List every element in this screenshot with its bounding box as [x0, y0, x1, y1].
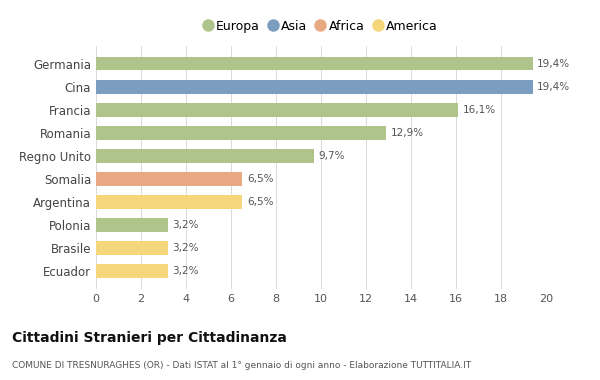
Bar: [96, 80, 533, 93]
Text: 19,4%: 19,4%: [537, 82, 570, 92]
Legend: Europa, Asia, Africa, America: Europa, Asia, Africa, America: [200, 15, 442, 38]
Text: 12,9%: 12,9%: [391, 128, 424, 138]
Text: 16,1%: 16,1%: [463, 105, 496, 115]
Bar: [96, 126, 386, 139]
Text: Cittadini Stranieri per Cittadinanza: Cittadini Stranieri per Cittadinanza: [12, 331, 287, 345]
Bar: [96, 195, 242, 209]
Text: 6,5%: 6,5%: [247, 197, 273, 207]
Bar: [96, 241, 168, 255]
Bar: [96, 218, 168, 232]
Text: 3,2%: 3,2%: [173, 243, 199, 253]
Bar: [96, 103, 458, 117]
Text: 19,4%: 19,4%: [537, 59, 570, 68]
Bar: [96, 172, 242, 185]
Bar: [96, 149, 314, 163]
Text: 3,2%: 3,2%: [173, 220, 199, 230]
Bar: [96, 264, 168, 278]
Text: COMUNE DI TRESNURAGHES (OR) - Dati ISTAT al 1° gennaio di ogni anno - Elaborazio: COMUNE DI TRESNURAGHES (OR) - Dati ISTAT…: [12, 361, 471, 370]
Bar: [96, 57, 533, 70]
Text: 6,5%: 6,5%: [247, 174, 273, 184]
Text: 3,2%: 3,2%: [173, 266, 199, 276]
Text: 9,7%: 9,7%: [319, 151, 345, 161]
